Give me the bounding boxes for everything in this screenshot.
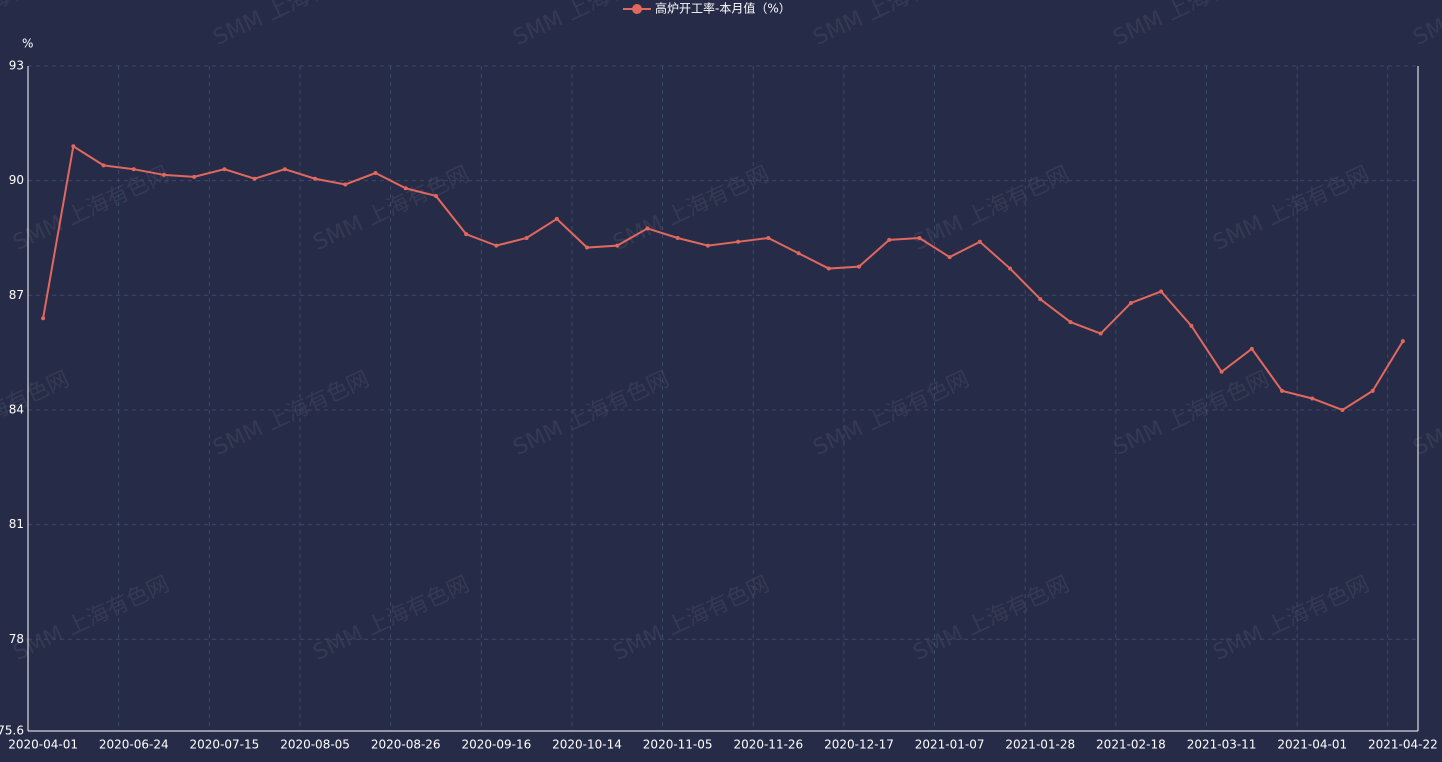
x-tick-label: 2020-11-26 xyxy=(733,738,803,752)
y-tick-label: 90 xyxy=(9,173,24,187)
data-point xyxy=(977,239,982,244)
x-tick-label: 2020-04-01 xyxy=(8,738,78,752)
data-point xyxy=(192,174,197,179)
data-point xyxy=(585,245,590,250)
y-tick-label: 93 xyxy=(9,59,24,73)
data-point xyxy=(1340,407,1345,412)
data-point xyxy=(1098,331,1103,336)
data-point xyxy=(1159,289,1164,294)
data-point xyxy=(282,167,287,172)
data-point xyxy=(645,226,650,231)
data-point xyxy=(1310,396,1315,401)
data-point xyxy=(1068,320,1073,325)
y-tick-label: 81 xyxy=(9,517,24,531)
data-point xyxy=(887,237,892,242)
x-tick-label: 2020-12-17 xyxy=(824,738,894,752)
data-point xyxy=(1249,346,1254,351)
y-tick-label: 75.6 xyxy=(0,724,24,738)
data-point xyxy=(131,167,136,172)
x-tick-label: 2020-10-14 xyxy=(552,738,622,752)
data-point xyxy=(71,144,76,149)
data-point xyxy=(101,163,106,168)
x-tick-label: 2021-03-11 xyxy=(1187,738,1257,752)
data-point xyxy=(917,235,922,240)
data-point xyxy=(524,235,529,240)
legend-marker xyxy=(632,4,642,14)
data-point xyxy=(796,251,801,256)
data-point xyxy=(161,172,166,177)
data-point xyxy=(41,316,46,321)
data-point xyxy=(705,243,710,248)
data-point xyxy=(1219,369,1224,374)
x-tick-label: 2020-07-15 xyxy=(190,738,260,752)
y-tick-label: 78 xyxy=(9,632,24,646)
data-point xyxy=(313,176,318,181)
x-tick-label: 2021-04-01 xyxy=(1277,738,1347,752)
data-point xyxy=(1038,297,1043,302)
data-point xyxy=(373,171,378,176)
data-point xyxy=(433,193,438,198)
data-point xyxy=(1008,266,1013,271)
data-point xyxy=(856,264,861,269)
data-line xyxy=(42,144,1404,412)
data-point xyxy=(1189,323,1194,328)
legend-label: 高炉开工率-本月值（%） xyxy=(655,1,791,16)
y-tick-label: 84 xyxy=(9,402,24,416)
data-point xyxy=(1280,388,1285,393)
data-point xyxy=(615,243,620,248)
x-tick-label: 2021-04-22 xyxy=(1368,738,1438,752)
x-tick-label: 2021-01-07 xyxy=(915,738,985,752)
x-tick-label: 2020-11-05 xyxy=(643,738,713,752)
data-point xyxy=(554,216,559,221)
x-tick-label: 2021-01-28 xyxy=(1005,738,1075,752)
data-point xyxy=(675,235,680,240)
data-point xyxy=(736,239,741,244)
data-point xyxy=(494,243,499,248)
data-point xyxy=(343,182,348,187)
x-tick-label: 2020-08-26 xyxy=(371,738,441,752)
data-point xyxy=(222,167,227,172)
x-tick-label: 2021-02-18 xyxy=(1096,738,1166,752)
data-point xyxy=(1128,300,1133,305)
data-point xyxy=(947,255,952,260)
x-tick-label: 2020-09-16 xyxy=(461,738,531,752)
x-tick-label: 2020-06-24 xyxy=(99,738,169,752)
data-point xyxy=(403,186,408,191)
data-point xyxy=(464,232,469,237)
data-point xyxy=(252,176,257,181)
data-point xyxy=(826,266,831,271)
data-point xyxy=(766,235,771,240)
data-point xyxy=(1400,339,1405,344)
y-axis-label: % xyxy=(22,37,33,51)
data-point xyxy=(1370,388,1375,393)
x-tick-label: 2020-08-05 xyxy=(280,738,350,752)
y-tick-label: 87 xyxy=(9,288,24,302)
